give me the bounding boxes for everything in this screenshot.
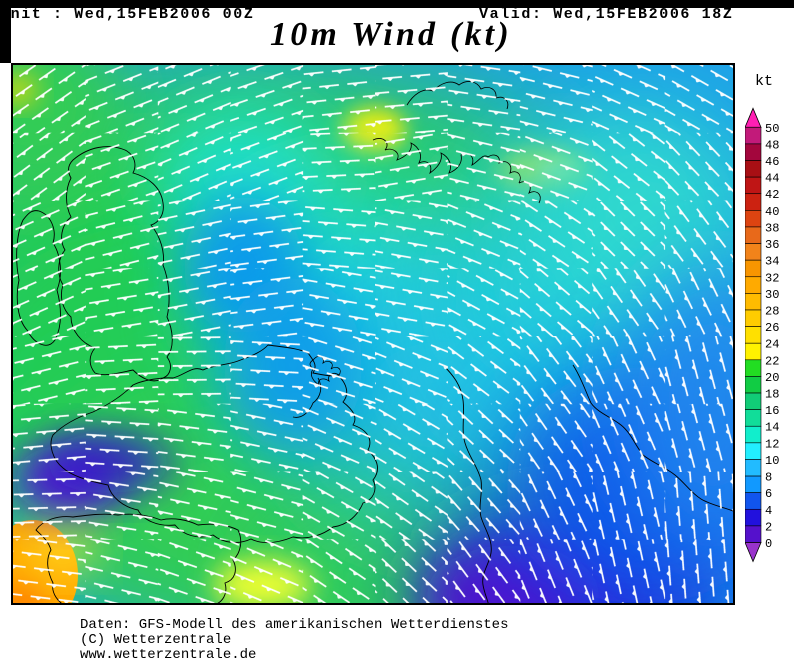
- svg-text:10: 10: [765, 454, 779, 468]
- svg-text:0: 0: [765, 537, 772, 551]
- svg-text:16: 16: [765, 404, 779, 418]
- svg-text:30: 30: [765, 288, 779, 302]
- svg-text:kt: kt: [755, 73, 773, 90]
- svg-text:28: 28: [765, 304, 779, 318]
- svg-text:32: 32: [765, 271, 779, 285]
- svg-text:20: 20: [765, 371, 779, 385]
- svg-text:14: 14: [765, 421, 779, 435]
- svg-text:40: 40: [765, 205, 779, 219]
- svg-text:50: 50: [765, 122, 779, 136]
- svg-text:36: 36: [765, 238, 779, 252]
- svg-text:46: 46: [765, 155, 779, 169]
- svg-text:42: 42: [765, 188, 779, 202]
- svg-text:34: 34: [765, 255, 779, 269]
- svg-text:24: 24: [765, 338, 779, 352]
- svg-text:18: 18: [765, 388, 779, 402]
- svg-text:12: 12: [765, 437, 779, 451]
- svg-text:22: 22: [765, 354, 779, 368]
- svg-text:48: 48: [765, 138, 779, 152]
- svg-text:2: 2: [765, 520, 772, 534]
- svg-text:4: 4: [765, 504, 772, 518]
- svg-text:6: 6: [765, 487, 772, 501]
- svg-text:26: 26: [765, 321, 779, 335]
- svg-text:8: 8: [765, 471, 772, 485]
- svg-text:44: 44: [765, 172, 779, 186]
- svg-text:38: 38: [765, 221, 779, 235]
